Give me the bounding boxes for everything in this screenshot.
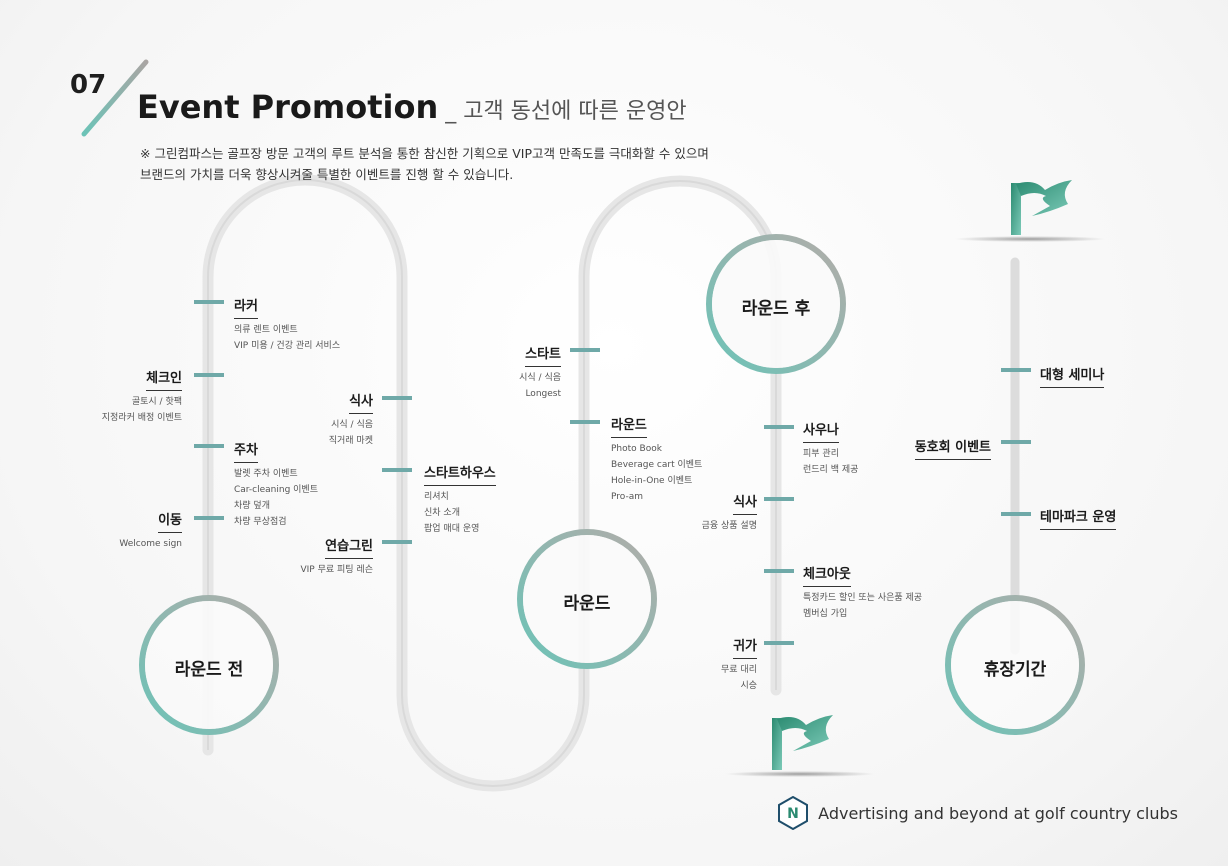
node-meal1-sub: 직거래 마켓	[328, 436, 373, 446]
flag-icon-top	[955, 180, 1105, 242]
node-checkin: 체크인 골토시 / 핫팩 지정라커 배정 이벤트	[102, 367, 182, 426]
node-club: 동호회 이벤트	[914, 436, 991, 460]
node-parking-sub: 차량 무상점검	[234, 517, 287, 527]
node-parking-label: 주차	[234, 443, 258, 463]
node-starthouse-sub: 팝업 매대 운영	[424, 524, 480, 534]
node-round-sub: Beverage cart 이벤트	[611, 460, 703, 470]
node-move: 이동 Welcome sign	[119, 509, 182, 552]
node-sauna-sub: 런드리 백 제공	[803, 465, 859, 475]
node-checkin-label: 체크인	[146, 371, 182, 391]
node-round-sub: Hole-in-One 이벤트	[611, 476, 693, 486]
node-move-label: 이동	[158, 513, 182, 533]
stage-ring-after	[706, 234, 846, 374]
node-seminar: 대형 세미나	[1040, 364, 1105, 388]
node-sauna-label: 사우나	[803, 423, 839, 443]
node-home: 귀가 무료 대리 시승	[721, 635, 757, 694]
node-seminar-label: 대형 세미나	[1040, 368, 1105, 388]
stage-before-label: 라운드 전	[174, 660, 244, 680]
intro-note-line1: ※ 그린컴파스는 골프장 방문 고객의 루트 분석을 통한 참신한 기획으로 V…	[140, 146, 709, 161]
node-home-sub: 시승	[740, 681, 757, 691]
section-number: 07	[70, 70, 107, 100]
node-locker: 라커 의류 렌트 이벤트 VIP 미용 / 건강 관리 서비스	[234, 295, 340, 354]
node-home-sub: 무료 대리	[721, 665, 757, 675]
node-starthouse-sub: 리셔치	[424, 492, 449, 502]
intro-note-line2: 브랜드의 가치를 더욱 향상시켜줄 특별한 이벤트를 진행 할 수 있습니다.	[140, 167, 514, 182]
node-sauna: 사우나 피부 관리 런드리 백 제공	[803, 419, 858, 478]
brand-logo-icon: N	[778, 796, 809, 830]
page-subtitle: _ 고객 동선에 따른 운영안	[438, 99, 687, 124]
footer-tagline: Advertising and beyond at golf country c…	[818, 803, 1178, 823]
brand-logo-letter: N	[787, 806, 799, 822]
node-round-sub: Pro-am	[611, 492, 643, 502]
node-start-sub: 시식 / 식음	[519, 373, 561, 383]
node-checkout-sub: 멤버십 가입	[803, 609, 848, 619]
stage-ring-off	[945, 595, 1085, 735]
flag-icon-bottom	[725, 715, 875, 777]
node-locker-sub: VIP 미용 / 건강 관리 서비스	[234, 341, 341, 351]
node-home-label: 귀가	[733, 639, 757, 659]
node-practice-sub: VIP 무료 피팅 레슨	[300, 565, 373, 575]
node-meal2-label: 식사	[733, 495, 757, 515]
node-meal1: 식사 시식 / 식음 직거래 마켓	[329, 390, 373, 449]
node-sauna-sub: 피부 관리	[803, 449, 839, 459]
node-checkin-sub: 골토시 / 핫팩	[131, 397, 182, 407]
node-parking-sub: Car-cleaning 이벤트	[234, 485, 318, 495]
node-parking-sub: 차량 덮개	[234, 501, 270, 511]
node-checkout-label: 체크아웃	[803, 567, 851, 587]
node-starthouse: 스타트하우스 리셔치 신차 소개 팝업 매대 운영	[424, 462, 496, 537]
node-start: 스타트 시식 / 식음 Longest	[519, 343, 561, 402]
title-slash	[81, 59, 149, 137]
node-themepark: 테마파크 운영	[1040, 506, 1117, 530]
route-ticks	[194, 300, 1031, 645]
node-meal1-label: 식사	[349, 394, 373, 414]
page-title: Event Promotion	[137, 88, 439, 126]
stage-ring-before	[139, 595, 279, 735]
node-meal2: 식사 금융 상품 설명	[702, 491, 757, 534]
node-practice: 연습그린 VIP 무료 피팅 레슨	[300, 535, 373, 578]
intro-note: ※ 그린컴파스는 골프장 방문 고객의 루트 분석을 통한 참신한 기획으로 V…	[140, 143, 709, 185]
node-practice-label: 연습그린	[325, 539, 373, 559]
node-locker-label: 라커	[234, 299, 258, 319]
node-round: 라운드 Photo Book Beverage cart 이벤트 Hole-in…	[611, 414, 702, 505]
node-round-label: 라운드	[611, 418, 647, 438]
node-starthouse-sub: 신차 소개	[424, 508, 460, 518]
stage-after-label: 라운드 후	[741, 299, 811, 319]
node-start-sub: Longest	[525, 389, 561, 399]
node-locker-sub: 의류 렌트 이벤트	[234, 325, 298, 335]
stage-round-label: 라운드	[563, 594, 611, 614]
node-club-label: 동호회 이벤트	[914, 440, 991, 460]
node-checkin-sub: 지정라커 배정 이벤트	[101, 413, 182, 423]
node-move-sub: Welcome sign	[119, 539, 182, 549]
stage-ring-round	[517, 529, 657, 669]
footer: N Advertising and beyond at golf country…	[776, 796, 1178, 830]
node-parking: 주차 발렛 주차 이벤트 Car-cleaning 이벤트 차량 덮개 차량 무…	[234, 439, 318, 530]
page-title-block: Event Promotion _ 고객 동선에 따른 운영안	[137, 88, 687, 126]
node-themepark-label: 테마파크 운영	[1040, 510, 1117, 530]
node-meal2-sub: 금융 상품 설명	[701, 521, 757, 531]
node-parking-sub: 발렛 주차 이벤트	[234, 469, 298, 479]
node-round-sub: Photo Book	[611, 444, 662, 454]
node-start-label: 스타트	[525, 347, 561, 367]
node-starthouse-label: 스타트하우스	[424, 466, 496, 486]
node-checkout: 체크아웃 특정카드 할인 또는 사은품 제공 멤버십 가입	[803, 563, 922, 622]
node-checkout-sub: 특정카드 할인 또는 사은품 제공	[803, 593, 923, 603]
node-meal1-sub: 시식 / 식음	[331, 420, 373, 430]
stage-off-label: 휴장기간	[983, 660, 1047, 680]
